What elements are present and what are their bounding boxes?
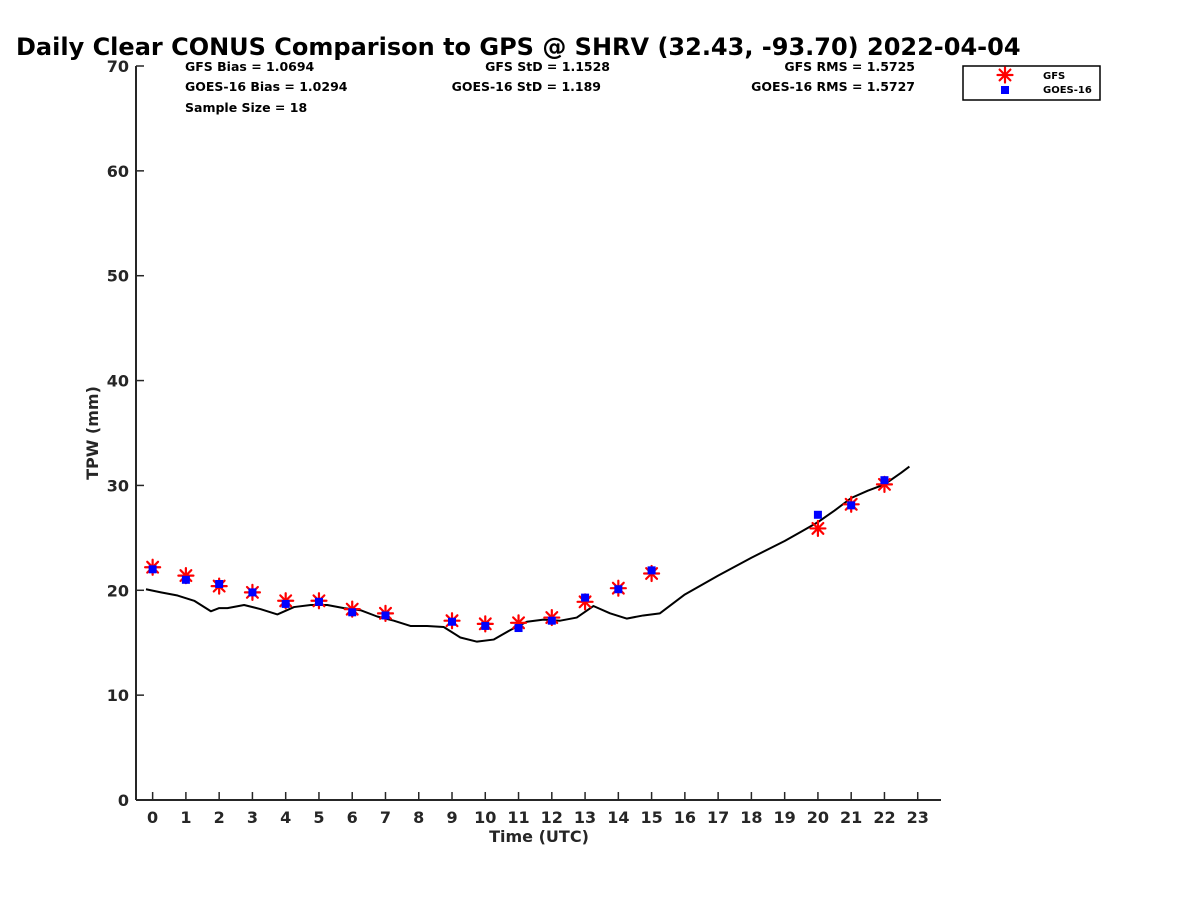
- x-tick-label: 10: [474, 808, 496, 827]
- y-tick-label: 70: [107, 57, 129, 76]
- goes-rms-label: GOES-16 RMS = 1.5727: [751, 79, 915, 94]
- x-axis-label: Time (UTC): [489, 827, 589, 846]
- goes16-point: [847, 501, 856, 510]
- goes16-point: [215, 579, 224, 588]
- goes16-point: [148, 565, 157, 574]
- x-tick-label: 11: [507, 808, 529, 827]
- y-tick-label: 0: [118, 791, 129, 810]
- chart-title: Daily Clear CONUS Comparison to GPS @ SH…: [16, 33, 1021, 61]
- legend: GFS GOES-16: [962, 65, 1101, 101]
- goes16-point: [813, 510, 822, 519]
- x-tick-label: 9: [446, 808, 457, 827]
- x-tick-label: 20: [807, 808, 829, 827]
- legend-goes-square: [1001, 86, 1009, 94]
- gfs-std-label: GFS StD = 1.1528: [485, 59, 610, 74]
- goes16-point: [880, 476, 889, 485]
- y-tick-label: 20: [107, 581, 129, 600]
- goes16-point: [248, 588, 257, 597]
- x-tick-label: 4: [280, 808, 291, 827]
- goes16-point: [448, 617, 457, 626]
- goes-std-label: GOES-16 StD = 1.189: [452, 79, 601, 94]
- x-tick-label: 5: [313, 808, 324, 827]
- y-tick-label: 40: [107, 372, 129, 391]
- goes16-point: [547, 616, 556, 625]
- x-tick-label: 18: [740, 808, 762, 827]
- gfs-rms-label: GFS RMS = 1.5725: [784, 59, 915, 74]
- x-tick-label: 15: [640, 808, 662, 827]
- goes16-series: [148, 476, 889, 633]
- x-tick-label: 21: [840, 808, 862, 827]
- x-tick-label: 23: [907, 808, 929, 827]
- goes16-point: [514, 624, 523, 633]
- goes16-point: [281, 599, 290, 608]
- x-tick-label: 3: [247, 808, 258, 827]
- gfs-bias-label: GFS Bias = 1.0694: [185, 59, 315, 74]
- x-tick-label: 16: [674, 808, 696, 827]
- legend-box: [962, 65, 1101, 101]
- legend-gfs-asterisk: [996, 66, 1014, 84]
- x-tick-label: 13: [574, 808, 596, 827]
- goes16-point: [647, 566, 656, 575]
- x-tick-label: 14: [607, 808, 629, 827]
- x-tick-label: 17: [707, 808, 729, 827]
- y-tick-label: 60: [107, 162, 129, 181]
- x-tick-label: 22: [873, 808, 895, 827]
- x-tick-label: 12: [541, 808, 563, 827]
- goes16-point: [314, 597, 323, 606]
- x-tick-label: 1: [180, 808, 191, 827]
- statistics-panel: GFS Bias = 1.0694 GOES-16 Bias = 1.0294 …: [185, 59, 915, 115]
- legend-goes-marker: [1001, 86, 1009, 94]
- x-tick-label: 2: [214, 808, 225, 827]
- legend-goes-label: GOES-16: [1043, 85, 1092, 96]
- y-tick-label: 50: [107, 267, 129, 286]
- sample-size-label: Sample Size = 18: [185, 100, 307, 115]
- y-tick-label: 30: [107, 476, 129, 495]
- x-tick-label: 6: [347, 808, 358, 827]
- x-tick-label: 7: [380, 808, 391, 827]
- gfs-point: [809, 519, 827, 538]
- goes16-point: [348, 608, 357, 617]
- plot-area: [144, 465, 911, 643]
- gps-line: [145, 465, 911, 643]
- y-axis-ticks: 0 10 20 30 40 50 60 70: [107, 57, 144, 810]
- goes16-point: [381, 611, 390, 620]
- legend-gfs-marker: [996, 66, 1014, 84]
- x-tick-label: 0: [147, 808, 158, 827]
- x-tick-label: 19: [774, 808, 796, 827]
- goes16-point: [614, 585, 623, 594]
- goes16-point: [581, 593, 590, 602]
- x-axis-ticks: 0 1 2 3 4 5 6 7 8 9 10 11 12 13 14 15 16 17 18 19 20 21 22 23: [147, 792, 929, 827]
- goes16-point: [181, 575, 190, 584]
- axes: [135, 66, 941, 801]
- goes-bias-label: GOES-16 Bias = 1.0294: [185, 79, 348, 94]
- legend-gfs-label: GFS: [1043, 71, 1065, 82]
- y-tick-label: 10: [107, 686, 129, 705]
- x-tick-label: 8: [413, 808, 424, 827]
- y-axis-label: TPW (mm): [83, 386, 102, 480]
- goes16-point: [481, 621, 490, 630]
